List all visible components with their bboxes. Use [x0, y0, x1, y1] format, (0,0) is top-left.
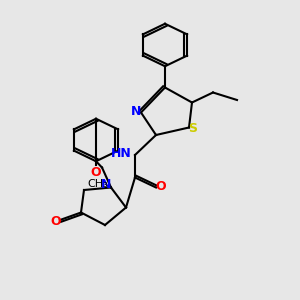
Text: O: O: [91, 166, 101, 179]
Text: HN: HN: [111, 147, 131, 160]
Text: O: O: [50, 215, 61, 228]
Text: CH₃: CH₃: [87, 179, 108, 189]
Text: O: O: [155, 180, 166, 193]
Text: S: S: [188, 122, 197, 135]
Text: N: N: [130, 105, 141, 118]
Text: N: N: [101, 178, 112, 191]
